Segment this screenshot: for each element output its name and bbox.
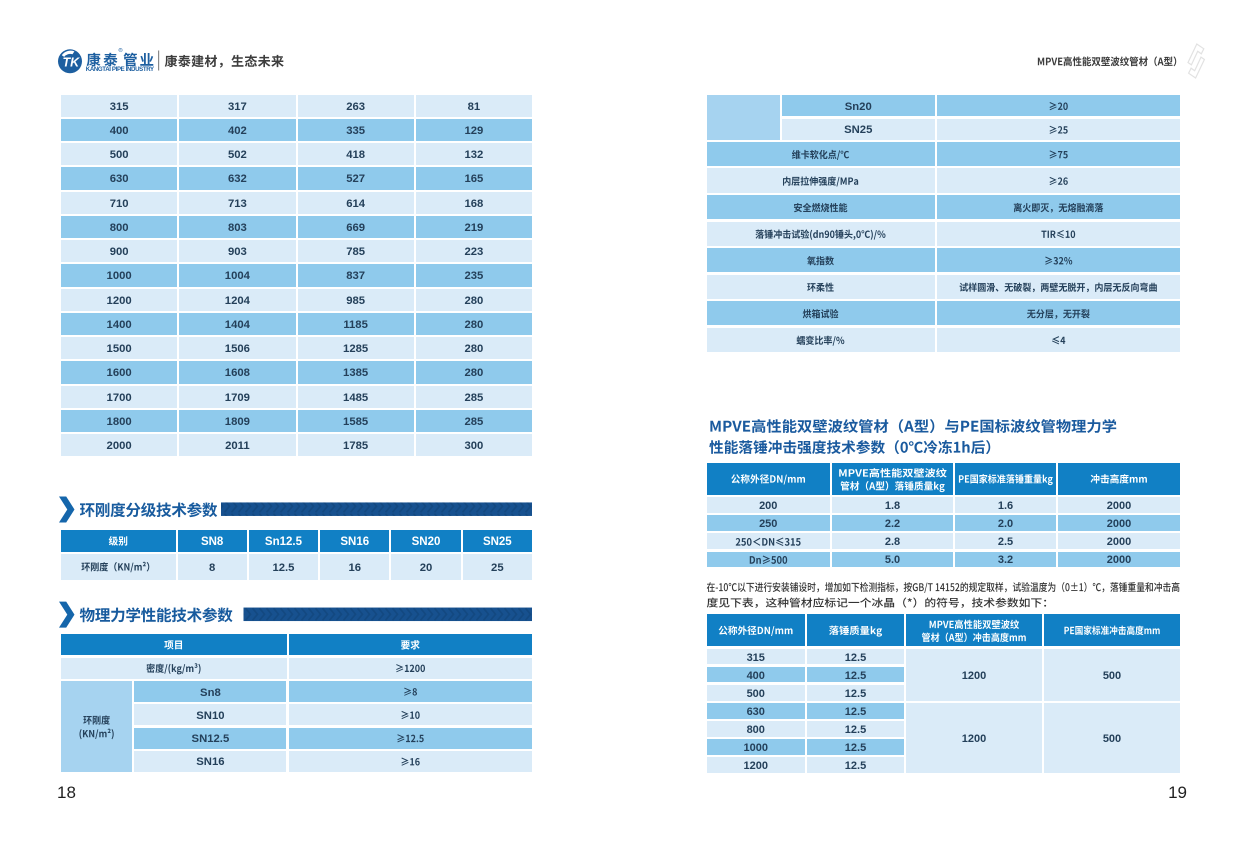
svg-text:®: ®	[118, 47, 123, 54]
svg-text:TK: TK	[63, 56, 81, 70]
svg-text:KANGTAI PIPE INDUSTRY: KANGTAI PIPE INDUSTRY	[86, 66, 154, 73]
